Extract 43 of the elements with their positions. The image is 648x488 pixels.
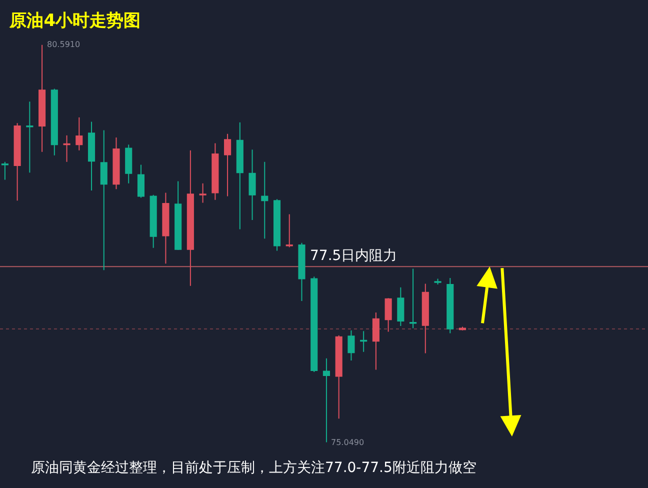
- candlestick: [174, 180, 182, 251]
- candlestick: [384, 298, 392, 332]
- candlestick: [458, 326, 466, 331]
- annotation: 80.5910: [47, 40, 80, 49]
- candlestick: [298, 242, 306, 302]
- annotation: 75.0490: [331, 438, 364, 447]
- candlestick: [286, 214, 293, 248]
- ref-line-label: 77.5日内阻力: [310, 248, 398, 264]
- candlestick: [348, 330, 355, 361]
- candlestick: [199, 182, 206, 204]
- candlestick: [26, 101, 34, 174]
- candlestick: [434, 278, 442, 285]
- candlestick: [150, 194, 157, 248]
- candlestick: [162, 192, 170, 264]
- candlestick: [137, 164, 145, 198]
- candlestick: [372, 312, 380, 370]
- candlestick: [248, 149, 256, 220]
- candlestick: [63, 134, 70, 162]
- candlestick: [236, 122, 244, 230]
- candlestick: [322, 358, 330, 443]
- text: 原油同黄金经过整理，目前处于压制，上方关注77.0-77.5附近阻力做空: [31, 460, 476, 476]
- candlestick: [397, 286, 404, 327]
- candlestick: [14, 122, 21, 202]
- candlestick: [360, 330, 368, 352]
- candlestick: [186, 150, 194, 286]
- candlestick: [88, 121, 96, 192]
- chart-title: 原油4小时走势图: [8, 10, 141, 31]
- candlestick: [422, 283, 429, 354]
- candlestick: [125, 144, 132, 184]
- candlestick: [112, 136, 120, 190]
- candlestick: [261, 161, 268, 240]
- candlestick: [38, 44, 46, 152]
- candlestick: [310, 276, 318, 372]
- candlestick: [1, 161, 8, 180]
- candlestick: [76, 116, 83, 151]
- candlestick: [410, 268, 417, 329]
- candlestick: [50, 88, 58, 156]
- candlestick: [273, 198, 281, 252]
- candlestick: [212, 142, 219, 200]
- candlestick: [335, 334, 342, 420]
- candlestick: [224, 133, 232, 197]
- candlestick: [446, 278, 454, 334]
- candlestick: [100, 130, 108, 271]
